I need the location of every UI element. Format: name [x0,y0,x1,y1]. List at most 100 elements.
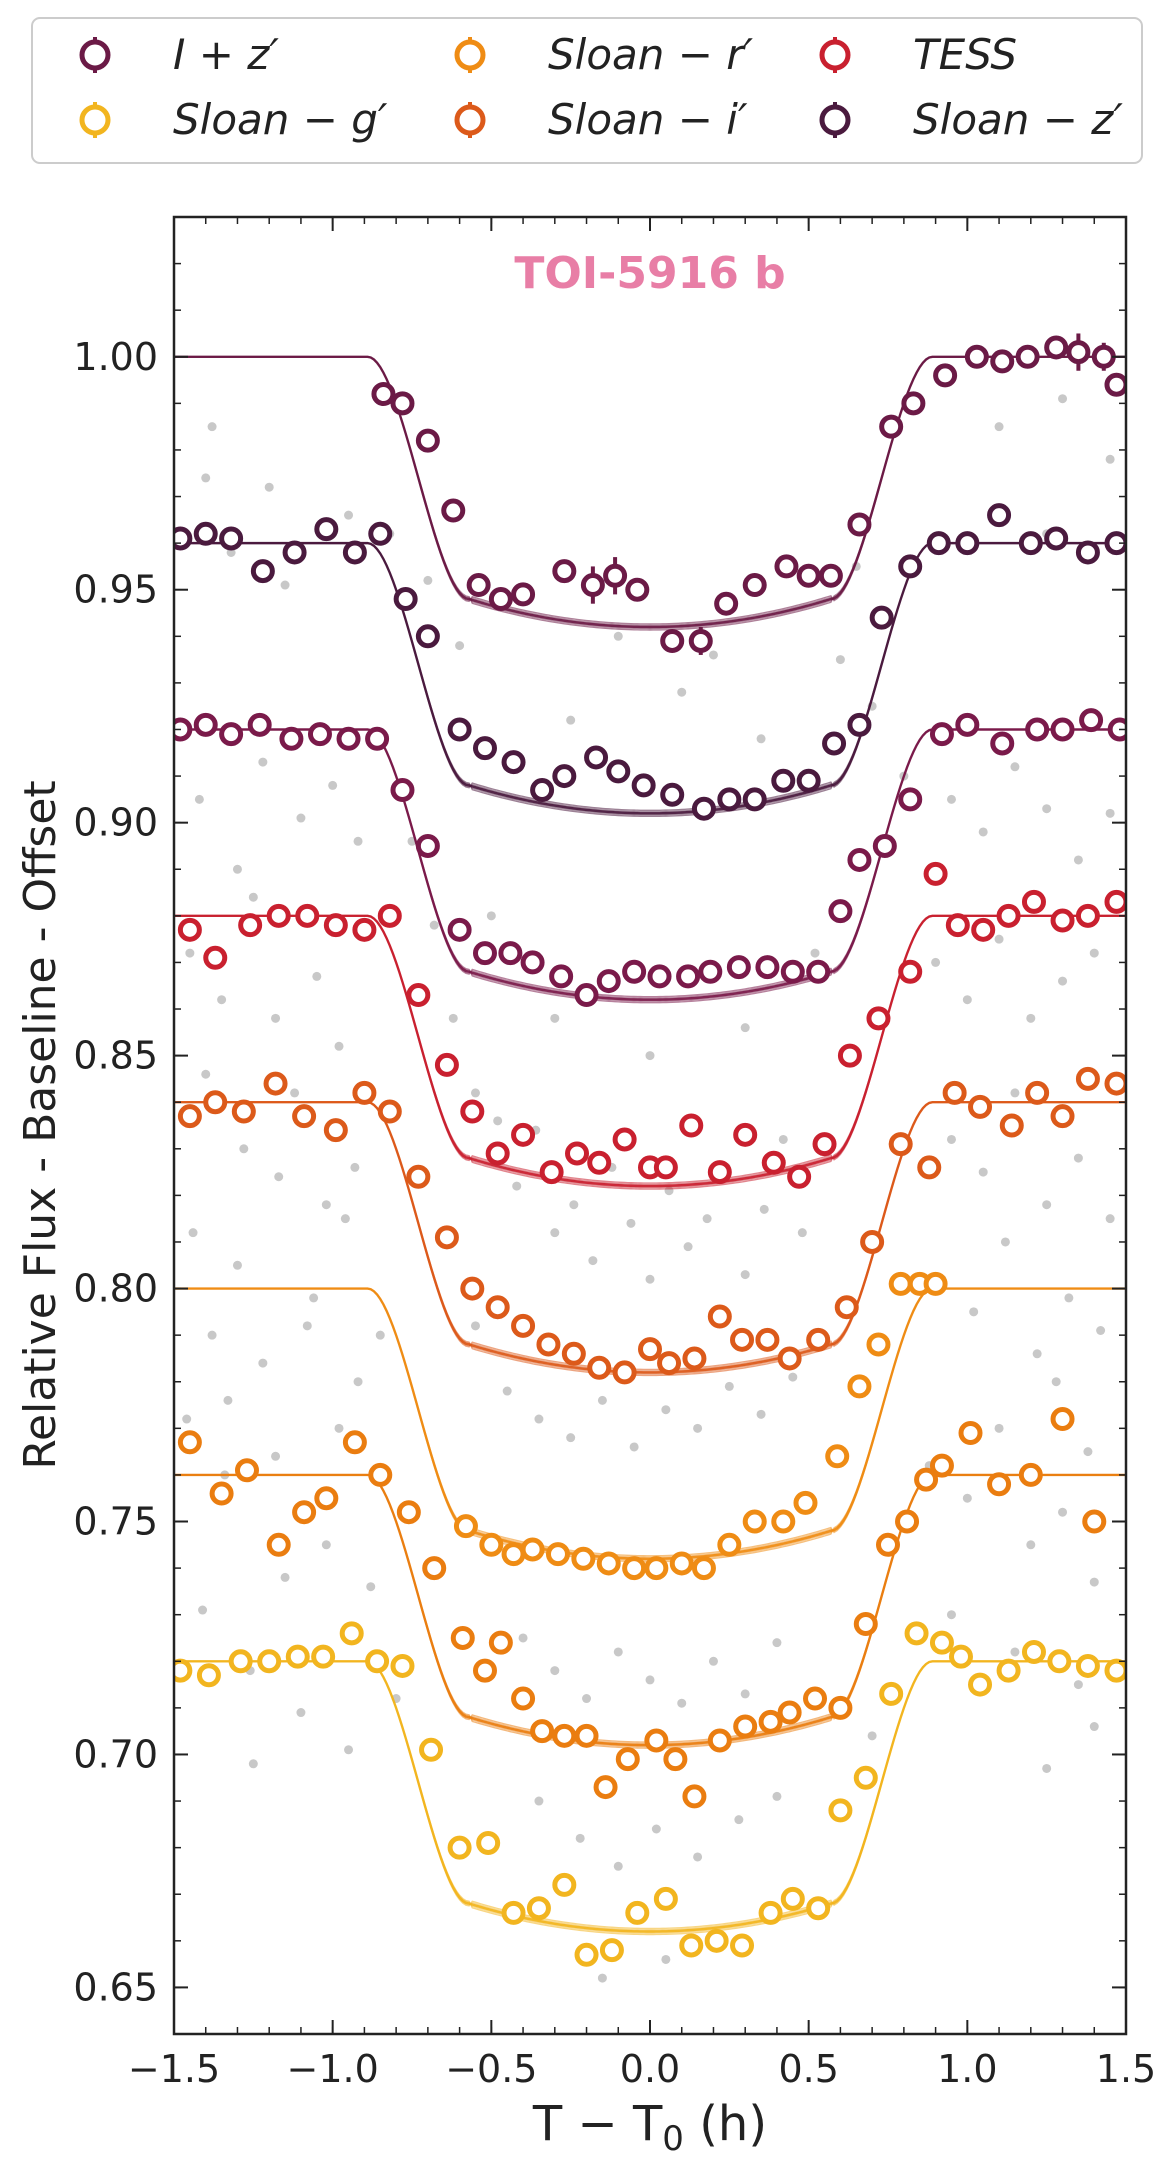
data-point [879,1681,904,1706]
data-point [958,1420,983,1445]
data-point [777,1346,802,1371]
background-point [1083,1447,1093,1457]
chart-title: TOI-5916 b [514,248,785,299]
background-point [740,1270,750,1280]
data-point [250,559,275,584]
data-point [717,1532,742,1557]
background-point [946,1610,956,1620]
background-point [232,1260,242,1270]
data-point [1082,1509,1107,1534]
data-point [292,1500,317,1525]
x-axis-label: T − T0 (h) [532,2096,767,2159]
data-point [1075,540,1100,565]
background-point [271,1013,281,1023]
y-tick-label: 0.90 [73,801,158,845]
data-point [1075,1066,1100,1091]
background-point [1042,804,1052,814]
data-point [177,917,202,942]
background-point [470,1321,480,1331]
legend-marker-icon [79,104,111,136]
background-point [1058,976,1068,986]
background-point [1105,1214,1115,1224]
background-point [1026,1540,1036,1550]
data-point [644,1556,669,1581]
model-curve [174,542,1126,812]
data-point [485,1141,510,1166]
background-point [582,1694,592,1704]
y-tick-label: 0.65 [73,1965,158,2009]
data-point [266,1532,291,1557]
background-point [867,1731,877,1741]
data-point [377,903,402,928]
legend-entry: I + z′ [79,30,279,79]
background-point [1010,1088,1020,1098]
background-point [1026,1013,1036,1023]
background-point [772,1638,782,1648]
data-point [803,1686,828,1711]
data-point [698,959,723,984]
data-point [596,1551,621,1576]
background-point [194,794,204,804]
background-point [1058,1507,1068,1517]
background-point [550,1013,560,1023]
data-point [587,1355,612,1380]
background-point [1058,394,1068,404]
data-point [663,1747,688,1772]
data-point [530,778,555,803]
background-point [309,1293,319,1303]
data-point [742,573,767,598]
background-point [994,1423,1004,1433]
model-curve [174,1287,1126,1561]
data-point [933,363,958,388]
model-curve [174,1660,1126,1936]
data-point [1050,1104,1075,1129]
data-point [929,1453,954,1478]
data-point [1104,372,1126,397]
background-point [693,1852,703,1862]
data-point [990,349,1015,374]
data-point [390,1653,415,1678]
data-point [1018,531,1043,556]
background-point [550,1666,560,1676]
legend-label: I + z′ [173,30,279,79]
data-point [612,1360,637,1385]
data-point [511,1313,536,1338]
data-point [472,1658,497,1683]
x-axis-label-suffix: (h) [684,2096,767,2152]
model-curve [174,355,1126,629]
model-curve [174,1660,1126,1930]
data-point [828,1695,853,1720]
background-point [1042,1200,1052,1210]
data-point [530,1719,555,1744]
background-point [534,1796,544,1806]
model-curve [174,1474,1126,1749]
data-point [948,1644,973,1669]
data-point [898,959,923,984]
data-point [657,1351,682,1376]
y-axis-label: Relative Flux - Baseline - Offset [15,780,66,1469]
data-point [393,587,418,612]
data-point [1079,708,1104,733]
y-tick-label: 0.95 [73,568,158,612]
background-point [693,1423,703,1433]
background-point [569,1200,579,1210]
background-point [334,1423,344,1433]
background-point [239,1144,249,1154]
background-point [566,715,576,725]
model-curve [174,356,1126,627]
background-point [334,1041,344,1051]
background-point [677,1698,687,1708]
model-curve [174,915,1126,1184]
y-tick-label: 0.80 [73,1267,158,1311]
data-point [599,1938,624,1963]
background-point [1010,762,1020,772]
y-tick-label: 0.85 [73,1034,158,1078]
data-point [472,941,497,966]
background-point [994,934,1004,944]
data-point [447,717,472,742]
data-point [434,1225,459,1250]
data-point [758,1709,783,1734]
data-point [485,1295,510,1320]
background-point [366,1582,376,1592]
background-point [788,1372,798,1382]
